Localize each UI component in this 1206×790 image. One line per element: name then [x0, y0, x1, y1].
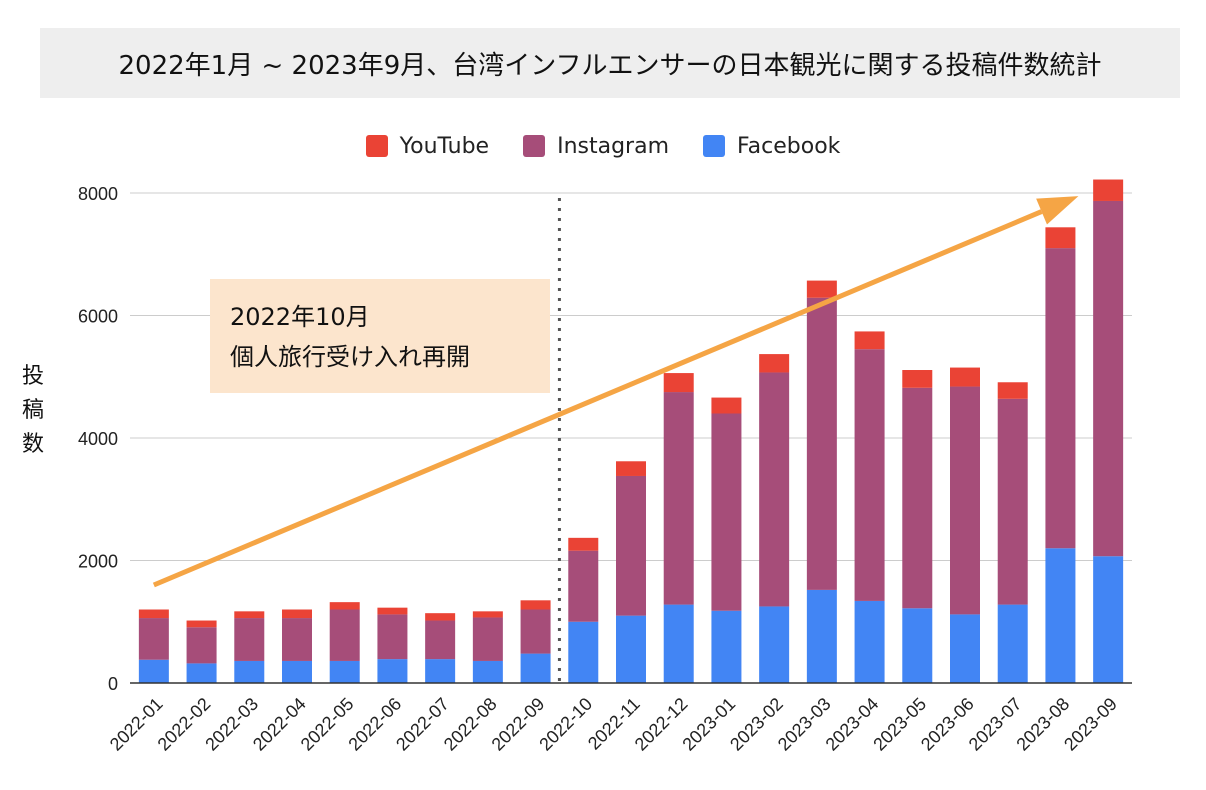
- annotation-line-1: 2022年10月: [230, 303, 370, 331]
- bar-facebook-2023-04: [854, 600, 885, 683]
- bar-facebook-2022-12: [663, 604, 694, 683]
- bar-instagram-2022-11: [616, 475, 646, 616]
- bar-facebook-2023-05: [902, 608, 933, 683]
- legend-item-facebook: Facebook: [703, 134, 840, 159]
- bar-facebook-2022-05: [329, 660, 360, 683]
- bar-youtube-2023-09: [1093, 179, 1124, 201]
- y-axis-title: 投稿数: [18, 360, 48, 462]
- bar-instagram-2022-07: [425, 620, 456, 660]
- bar-instagram-2022-05: [329, 609, 360, 661]
- bar-youtube-2023-03: [806, 280, 837, 298]
- bar-youtube-2022-06: [377, 607, 408, 615]
- bar-instagram-2022-03: [234, 618, 265, 661]
- bar-instagram-2023-04: [854, 349, 885, 601]
- bar-youtube-2022-02: [186, 620, 217, 628]
- bar-instagram-2023-05: [902, 387, 933, 609]
- legend-item-instagram: Instagram: [523, 134, 669, 159]
- bar-instagram-2023-06: [950, 386, 980, 615]
- bar-instagram-2022-02: [186, 627, 217, 664]
- bar-facebook-2023-02: [759, 606, 790, 683]
- bar-facebook-2022-06: [377, 659, 408, 683]
- y-tick-label: 6000: [78, 307, 118, 327]
- bar-facebook-2022-09: [520, 653, 551, 683]
- y-tick-label: 4000: [78, 429, 118, 449]
- bar-youtube-2022-07: [425, 613, 456, 621]
- bar-youtube-2023-06: [950, 367, 980, 387]
- bar-youtube-2022-05: [329, 602, 360, 610]
- bar-youtube-2022-11: [616, 461, 646, 476]
- bar-instagram-2023-07: [997, 398, 1028, 605]
- bar-youtube-2022-03: [234, 611, 265, 619]
- bar-facebook-2023-08: [1045, 548, 1076, 683]
- chart-title-band: 2022年1月 ~ 2023年9月、台湾インフルエンサーの日本観光に関する投稿件…: [40, 28, 1180, 98]
- trend-arrow-head: [1036, 196, 1079, 225]
- bar-instagram-2022-10: [568, 550, 599, 622]
- bar-instagram-2022-09: [520, 609, 551, 654]
- bar-instagram-2022-06: [377, 614, 408, 660]
- legend-swatch-instagram: [523, 135, 546, 157]
- bar-facebook-2022-01: [138, 659, 169, 683]
- bar-instagram-2023-08: [1045, 248, 1076, 549]
- chart-title: 2022年1月 ~ 2023年9月、台湾インフルエンサーの日本観光に関する投稿件…: [118, 50, 1102, 81]
- y-axis-title-char: 投: [21, 364, 44, 389]
- legend-item-youtube: YouTube: [365, 133, 490, 159]
- y-axis-title-char: 稿: [21, 398, 44, 423]
- bar-instagram-2022-01: [138, 618, 169, 660]
- bar-facebook-2022-07: [425, 659, 456, 683]
- bar-facebook-2022-03: [234, 660, 265, 683]
- bar-youtube-2022-12: [663, 373, 694, 393]
- x-tick-label: 2023-09: [1060, 694, 1121, 755]
- legend: YouTube Instagram Facebook: [0, 128, 1206, 164]
- bar-facebook-2022-04: [282, 660, 312, 683]
- bar-facebook-2022-08: [472, 660, 503, 683]
- bar-instagram-2023-01: [711, 413, 742, 611]
- bar-facebook-2023-01: [711, 610, 742, 683]
- bar-facebook-2023-03: [806, 589, 837, 683]
- bar-youtube-2023-08: [1045, 227, 1076, 249]
- bar-instagram-2022-08: [472, 617, 503, 661]
- bar-youtube-2023-01: [711, 397, 742, 414]
- trend-arrow-shaft: [152, 209, 1043, 588]
- bar-youtube-2022-09: [520, 600, 551, 610]
- bar-instagram-2022-12: [663, 392, 694, 605]
- bar-instagram-2023-02: [759, 372, 790, 607]
- bar-youtube-2023-04: [854, 331, 885, 350]
- y-axis-title-char: 数: [21, 432, 44, 457]
- legend-swatch-facebook: [703, 135, 726, 157]
- bar-facebook-2023-07: [997, 604, 1028, 683]
- bar-youtube-2022-01: [138, 609, 169, 619]
- annotation-box: [210, 279, 550, 393]
- y-tick-label: 0: [108, 674, 118, 694]
- y-tick-label: 2000: [78, 552, 118, 572]
- bar-youtube-2023-02: [759, 354, 790, 373]
- bar-facebook-2022-10: [568, 621, 599, 683]
- legend-label-youtube: YouTube: [399, 133, 490, 159]
- bar-facebook-2022-11: [616, 615, 646, 683]
- legend-swatch-youtube: [365, 135, 388, 157]
- bar-youtube-2022-08: [472, 611, 503, 618]
- bar-youtube-2022-10: [568, 537, 599, 551]
- bar-instagram-2023-09: [1093, 200, 1124, 557]
- bar-youtube-2023-07: [997, 382, 1028, 399]
- bar-instagram-2023-03: [806, 297, 837, 590]
- legend-label-instagram: Instagram: [557, 133, 670, 159]
- bar-facebook-2023-09: [1093, 556, 1124, 683]
- y-tick-label: 8000: [78, 184, 118, 204]
- x-tick-label: 2022-10: [535, 694, 596, 755]
- bar-youtube-2023-05: [902, 370, 933, 388]
- bar-youtube-2022-04: [282, 609, 312, 619]
- bar-instagram-2022-04: [282, 618, 312, 661]
- bar-facebook-2023-06: [950, 614, 980, 683]
- annotation-line-2: 個人旅行受け入れ再開: [230, 343, 470, 371]
- legend-label-facebook: Facebook: [737, 133, 841, 159]
- bar-facebook-2022-02: [186, 663, 217, 683]
